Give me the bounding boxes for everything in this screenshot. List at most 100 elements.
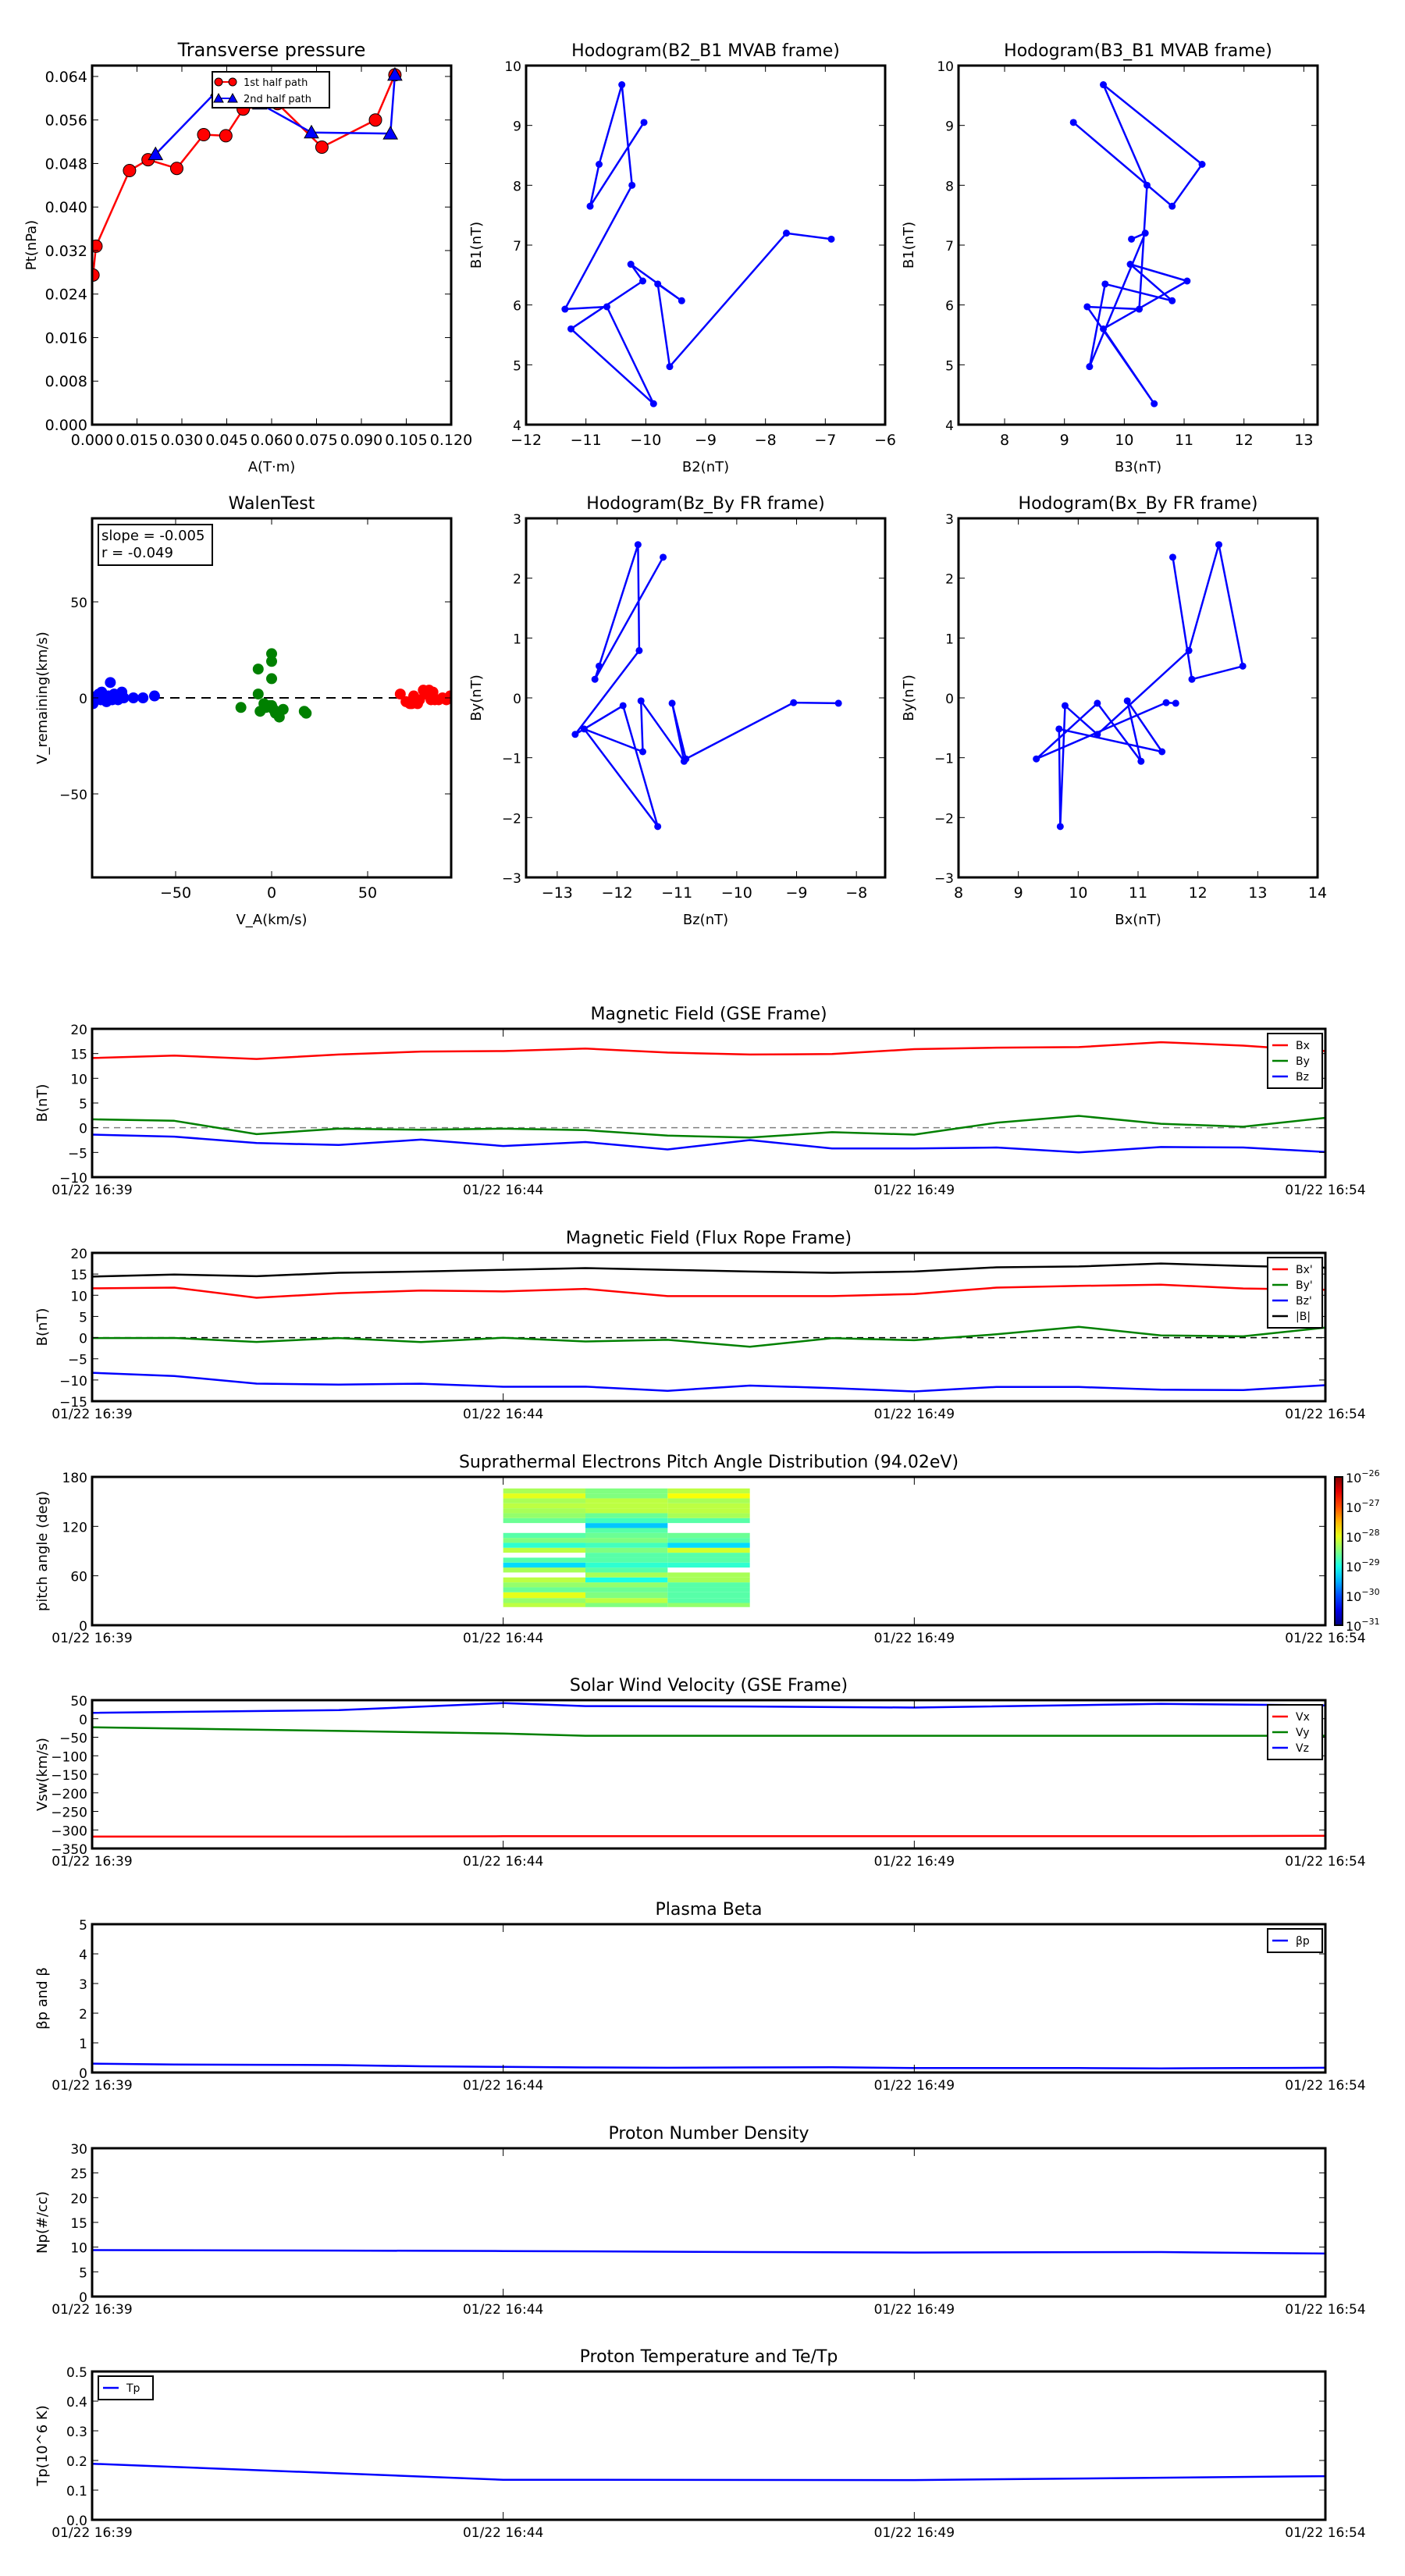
x-axis-label: B2(nT) (682, 459, 729, 475)
x-tick-label: 13 (1248, 884, 1267, 902)
x-tick-label: −8 (845, 884, 867, 902)
x-tick-label: 01/22 16:54 (1285, 1183, 1365, 1198)
y-axis-label: βp and β (34, 1967, 51, 2030)
x-axis-label: Bz(nT) (683, 912, 728, 928)
y-tick-label: −5 (68, 1353, 87, 1368)
chart-title: Hodogram(B3_B1 MVAB frame) (1004, 41, 1272, 61)
legend: βp (1267, 1928, 1323, 1953)
y-tick-label: 0.1 (66, 2484, 87, 2500)
data-point (235, 702, 247, 713)
legend-label: |B| (1296, 1311, 1311, 1323)
data-point (660, 553, 667, 561)
data-point (678, 297, 685, 304)
data-point (591, 675, 599, 683)
data-point (368, 113, 382, 127)
heatmap-cell (585, 1587, 668, 1592)
y-tick-label: 5 (79, 1918, 87, 1934)
data-point (1188, 675, 1196, 683)
colorbar-tick-base: 10 (1346, 1619, 1361, 1634)
y-tick-label: −200 (51, 1787, 87, 1802)
chart-title: Hodogram(Bz_By FR frame) (586, 494, 824, 514)
heatmap-cell (667, 1513, 750, 1518)
plot-frame (91, 2147, 1327, 2298)
x-tick-label: 01/22 16:39 (52, 1631, 132, 1646)
data-point (277, 703, 289, 715)
legend: 1st half path 2nd half path (212, 71, 330, 109)
heatmap-cell (503, 1557, 585, 1563)
heatmap-cell (585, 1503, 668, 1509)
data-point (1086, 363, 1094, 371)
heatmap-cell (585, 1493, 668, 1499)
x-tick-label: 12 (1189, 884, 1208, 902)
series-line-Np (92, 2249, 1325, 2255)
chart-title: Suprathermal Electrons Pitch Angle Distr… (459, 1453, 959, 1472)
x-tick-label: 9 (1014, 884, 1023, 902)
series-line-1 (155, 74, 397, 155)
data-point (1100, 81, 1108, 89)
data-point (1128, 235, 1136, 243)
heatmap-cell (503, 1547, 585, 1553)
legend-label: Bz' (1296, 1295, 1312, 1308)
y-tick-label: 20 (70, 2191, 87, 2207)
y-tick-label: 5 (945, 358, 954, 374)
y-tick-label: 0.0 (66, 2514, 87, 2529)
colorbar-tick-base: 10 (1346, 1471, 1361, 1485)
legend-marker (214, 77, 223, 87)
x-tick-label: 0.075 (295, 432, 337, 449)
y-tick-label: 60 (70, 1570, 87, 1585)
x-tick-label: 01/22 16:49 (874, 1631, 955, 1646)
x-tick-label: 01/22 16:44 (463, 2525, 543, 2541)
heatmap-cell (667, 1598, 750, 1603)
data-point (639, 277, 646, 285)
x-tick-label: 9 (1060, 432, 1069, 449)
data-point (790, 699, 798, 706)
x-tick-label: 01/22 16:54 (1285, 1407, 1365, 1422)
series-line-Bx' (92, 1283, 1325, 1299)
data-point (266, 648, 277, 660)
x-tick-label: 01/22 16:49 (874, 1854, 955, 1870)
data-point (1151, 400, 1158, 407)
y-tick-label: −2 (934, 811, 954, 827)
heatmap-cell (667, 1603, 750, 1607)
y-tick-label: 0 (79, 1122, 87, 1137)
data-point (571, 731, 579, 738)
y-tick-label: 0.3 (66, 2425, 87, 2440)
y-axis-label: By(nT) (468, 674, 485, 720)
plot-area (92, 2462, 1325, 2482)
y-tick-label: −150 (51, 1768, 87, 1784)
data-point (1123, 697, 1131, 705)
y-tick-label: 0 (79, 1619, 87, 1635)
chart-title: Proton Number Density (609, 2124, 809, 2144)
heatmap-cell (585, 1542, 668, 1548)
y-axis-label: Vsw(km/s) (34, 1738, 51, 1811)
x-tick-label: −8 (755, 432, 777, 449)
heatmap-cell (667, 1542, 750, 1548)
data-point (1069, 119, 1077, 126)
y-axis-label: B(nT) (34, 1308, 51, 1347)
plot-area (92, 648, 451, 723)
y-tick-label: −300 (51, 1823, 87, 1839)
y-tick-label: 1 (945, 632, 954, 647)
heatmap-cell (585, 1547, 668, 1553)
data-point (148, 690, 160, 702)
legend-marker (228, 77, 237, 87)
plot-frame (957, 64, 1319, 426)
x-tick-label: 0.015 (116, 432, 158, 449)
x-tick-label: 50 (358, 884, 377, 902)
legend-marker (213, 92, 224, 103)
plot-area (503, 1488, 750, 1607)
y-tick-label: −50 (59, 1731, 87, 1747)
data-point (640, 119, 648, 126)
series-line-By' (92, 1325, 1325, 1348)
x-tick-label: 01/22 16:39 (52, 2525, 132, 2541)
chart-title: WalenTest (229, 494, 315, 514)
chart-title: Plasma Beta (656, 1900, 763, 1920)
y-tick-label: −3 (934, 871, 954, 887)
heatmap-cell (585, 1582, 668, 1588)
y-tick-label: 0.008 (45, 373, 87, 390)
chart-plasma_beta: Plasma Beta 0 1 2 3 4 5 01/22 16:39 01/22 16:44 0… (34, 1900, 1366, 2094)
data-point (252, 664, 264, 675)
heatmap-cell (667, 1592, 750, 1599)
y-tick-label: 120 (62, 1520, 87, 1535)
data-point (315, 141, 329, 155)
